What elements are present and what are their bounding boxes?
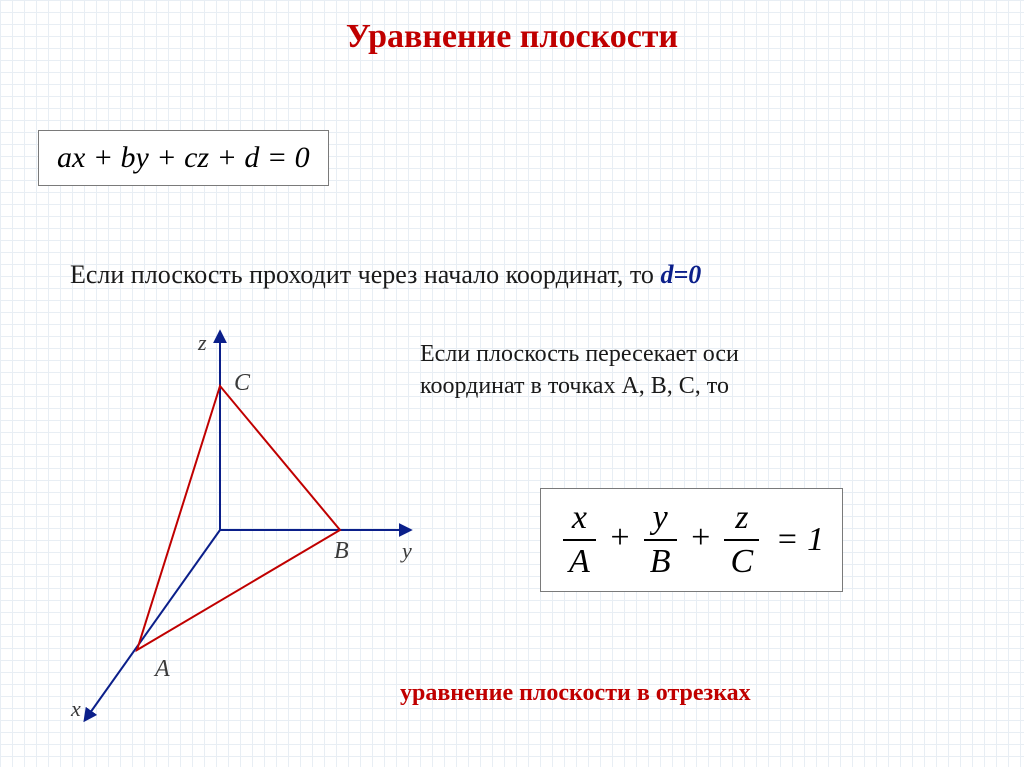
- fraction-z-num: z: [724, 499, 759, 541]
- paragraph-origin-text: Если плоскость проходит через начало коо…: [70, 260, 660, 289]
- svg-text:C: C: [234, 370, 251, 396]
- fraction-y-den: B: [644, 541, 677, 581]
- equals-one: = 1: [776, 521, 824, 558]
- plus-1: +: [608, 519, 631, 556]
- coordinate-diagram: z y x A B C: [50, 320, 430, 740]
- svg-text:A: A: [153, 656, 170, 682]
- paragraph-intercepts: Если плоскость пересекает оси координат …: [420, 338, 739, 403]
- svg-text:x: x: [70, 696, 81, 721]
- fraction-y-num: y: [644, 499, 677, 541]
- fraction-x: x A: [563, 499, 596, 581]
- plane-equation-intercept: x A + y B + z C = 1: [540, 488, 843, 592]
- paragraph-origin-accent: d=0: [660, 260, 701, 289]
- paragraph-origin: Если плоскость проходит через начало коо…: [70, 260, 701, 290]
- fraction-x-num: x: [563, 499, 596, 541]
- page-title: Уравнение плоскости: [0, 18, 1024, 56]
- paragraph-intercepts-line1: Если плоскость пересекает оси: [420, 338, 739, 370]
- fraction-y: y B: [644, 499, 677, 581]
- svg-text:B: B: [334, 538, 349, 564]
- fraction-z-den: C: [724, 541, 759, 581]
- fraction-z: z C: [724, 499, 759, 581]
- plane-equation-general: ax + by + cz + d = 0: [38, 130, 329, 186]
- paragraph-intercepts-line2: координат в точках А, В, С, то: [420, 370, 739, 402]
- svg-text:z: z: [197, 330, 207, 355]
- plus-2: +: [689, 519, 712, 556]
- fraction-x-den: A: [563, 541, 596, 581]
- svg-text:y: y: [400, 538, 412, 563]
- intercept-caption: уравнение плоскости в отрезках: [400, 680, 751, 707]
